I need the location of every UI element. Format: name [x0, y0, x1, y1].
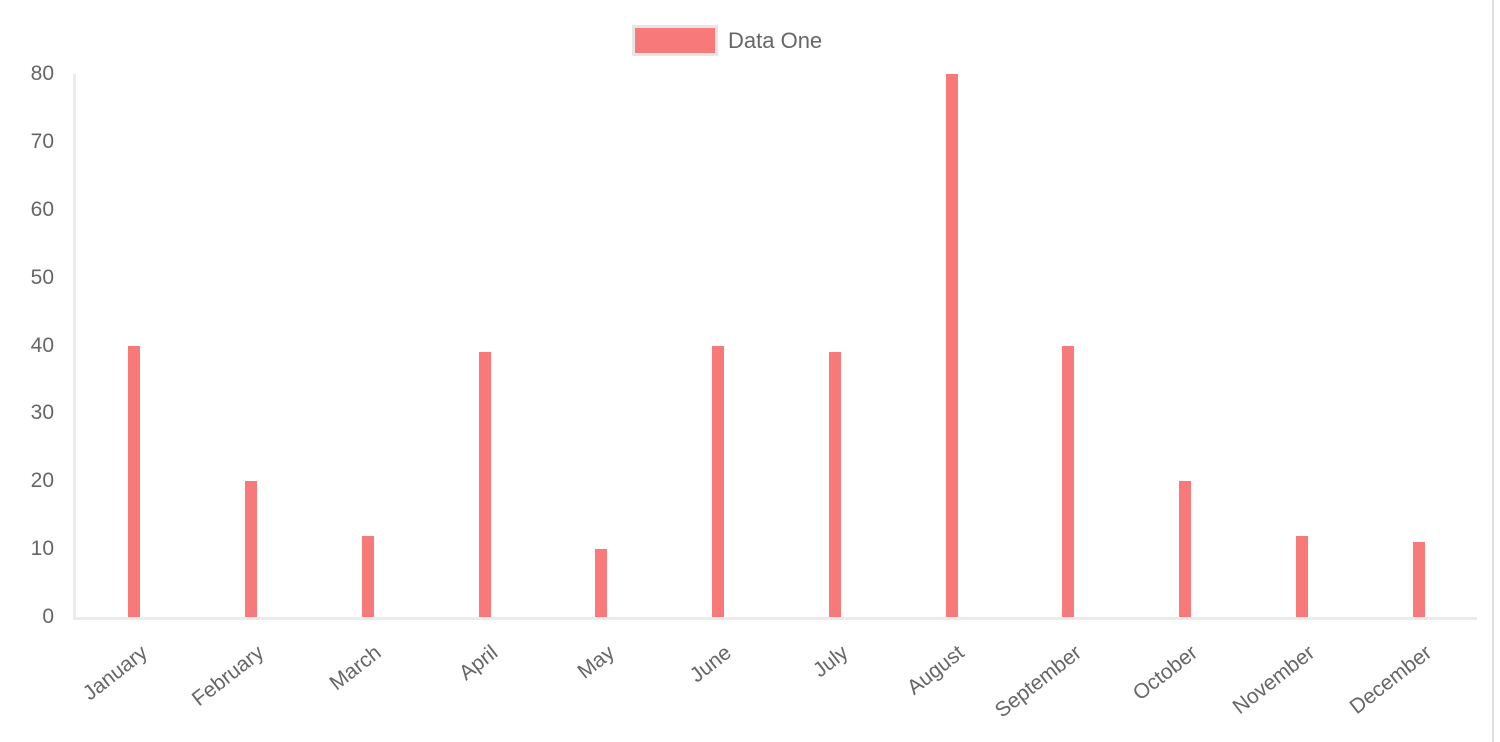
x-axis-label-july: July: [808, 641, 853, 683]
x-axis-label-april: April: [454, 641, 502, 685]
x-axis-label-june: June: [685, 641, 736, 688]
bar-february[interactable]: [245, 481, 258, 617]
x-axis-label-january: January: [78, 641, 152, 706]
y-axis-tick-label-60: 60: [30, 197, 54, 221]
y-axis-tick-label-50: 50: [30, 265, 54, 289]
x-axis-label-march: March: [324, 641, 386, 696]
bar-may[interactable]: [595, 549, 608, 617]
x-axis-label-september: September: [990, 641, 1086, 723]
category-slot-october: [1127, 74, 1244, 617]
y-axis-tick-label-30: 30: [30, 401, 54, 425]
category-slot-november: [1244, 74, 1361, 617]
plot-area: [73, 74, 1477, 620]
y-axis-tick-label-0: 0: [42, 605, 54, 628]
y-axis-tick-label-20: 20: [30, 469, 54, 493]
bar-november[interactable]: [1295, 535, 1308, 617]
category-slot-june: [660, 74, 777, 617]
x-axis-label-december: December: [1345, 641, 1436, 719]
y-axis-tick-label-10: 10: [30, 537, 54, 561]
scrollbar-track[interactable]: [1492, 0, 1500, 742]
x-axis-label-may: May: [573, 641, 619, 684]
category-slot-december: [1360, 74, 1477, 617]
bar-march[interactable]: [361, 535, 374, 617]
legend-color-swatch: [632, 25, 718, 56]
category-slot-january: [76, 74, 193, 617]
y-axis-tick-label-40: 40: [30, 333, 54, 357]
category-slot-march: [310, 74, 427, 617]
bar-january[interactable]: [128, 345, 141, 617]
category-slot-february: [193, 74, 310, 617]
category-slot-may: [543, 74, 660, 617]
x-axis-label-october: October: [1129, 641, 1203, 706]
bar-july[interactable]: [828, 352, 841, 617]
bar-june[interactable]: [712, 345, 725, 617]
x-axis-label-november: November: [1228, 641, 1320, 719]
bar-series-data-one: [76, 74, 1477, 617]
category-slot-april: [426, 74, 543, 617]
bar-october[interactable]: [1179, 481, 1192, 617]
bar-december[interactable]: [1412, 542, 1425, 617]
category-slot-july: [777, 74, 894, 617]
x-axis-label-february: February: [187, 641, 269, 711]
legend-item-data-one[interactable]: Data One: [632, 25, 822, 56]
y-axis-tick-label-80: 80: [30, 62, 54, 85]
category-slot-august: [893, 74, 1010, 617]
bar-september[interactable]: [1062, 345, 1075, 617]
y-axis-tick-label-70: 70: [30, 129, 54, 153]
legend-label: Data One: [728, 28, 823, 53]
category-slot-september: [1010, 74, 1127, 617]
x-axis-label-august: August: [903, 641, 969, 700]
bar-april[interactable]: [478, 352, 491, 617]
bar-august[interactable]: [945, 74, 958, 617]
